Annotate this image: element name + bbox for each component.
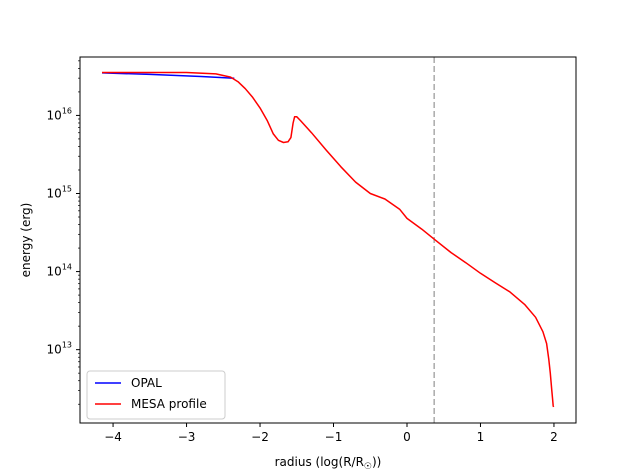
legend-label: MESA profile [131, 397, 207, 411]
y-tick-label: 1013 [47, 341, 72, 357]
x-tick-label: −2 [251, 430, 269, 444]
y-axis: 1013 1014 1015 1016 [47, 60, 80, 405]
x-tick-label: 2 [550, 430, 558, 444]
legend-label: OPAL [131, 376, 162, 390]
x-tick-label: 0 [403, 430, 411, 444]
y-axis-label: energy (erg) [19, 203, 33, 278]
x-tick-label: −3 [178, 430, 196, 444]
y-tick-label: 1016 [47, 106, 72, 122]
legend-box [86, 370, 226, 420]
x-axis-label: radius (log(R/R☉)) [275, 455, 382, 472]
x-tick-label: 1 [477, 430, 485, 444]
series-line-opal [101, 72, 235, 79]
x-tick-label: −4 [104, 430, 122, 444]
series-line-mesa-profile [102, 71, 555, 408]
y-tick-label: 1014 [47, 263, 72, 279]
plot-lines [101, 57, 555, 423]
legend: OPAL MESA profile [86, 370, 226, 420]
x-axis: −4 −3 −2 −1 0 1 2 [104, 423, 558, 444]
axes-frame [79, 56, 577, 424]
x-tick-label: −1 [325, 430, 343, 444]
y-tick-label: 1015 [47, 184, 72, 200]
